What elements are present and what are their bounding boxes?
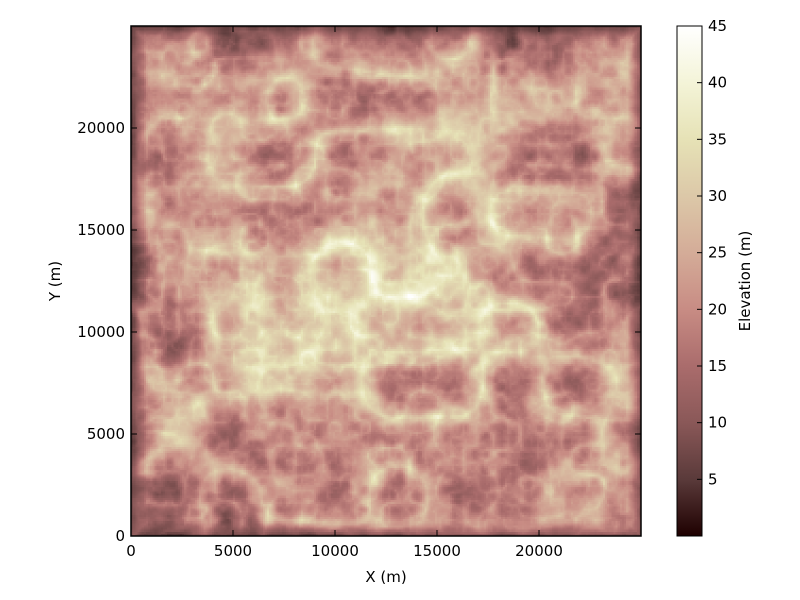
x-tick-label: 0: [126, 542, 136, 560]
colorbar-tick-label: 35: [708, 130, 727, 148]
plot-area: [131, 26, 641, 536]
colorbar-ticks: 5 10 15 20 25 30 35 40 45: [697, 17, 727, 488]
colorbar-tick-label: 25: [708, 244, 727, 262]
y-axis-label: Y (m): [46, 261, 64, 302]
y-axis-ticks: 0 5000 10000 15000 20000: [77, 119, 641, 545]
y-tick-label: 10000: [77, 323, 125, 341]
elevation-heatmap: [131, 26, 641, 536]
colorbar-tick-label: 30: [708, 187, 727, 205]
colorbar: [676, 25, 703, 537]
y-tick-label: 15000: [77, 221, 125, 239]
x-tick-label: 20000: [515, 542, 563, 560]
y-tick-label: 5000: [87, 425, 125, 443]
x-axis-ticks: 0 5000 10000 15000 20000: [126, 26, 563, 560]
colorbar-tick-label: 15: [708, 357, 727, 375]
colorbar-tick-label: 45: [708, 17, 727, 35]
colorbar-tick-label: 40: [708, 74, 727, 92]
x-axis-label: X (m): [365, 568, 406, 586]
x-tick-label: 10000: [311, 542, 359, 560]
colorbar-tick-label: 20: [708, 300, 727, 318]
colorbar-tick-label: 5: [708, 470, 718, 488]
plot-frame: [130, 25, 642, 537]
y-tick-label: 0: [115, 527, 125, 545]
x-tick-label: 15000: [413, 542, 461, 560]
x-tick-label: 5000: [214, 542, 252, 560]
colorbar-label: Elevation (m): [736, 231, 754, 332]
y-tick-label: 20000: [77, 119, 125, 137]
colorbar-tick-label: 10: [708, 414, 727, 432]
